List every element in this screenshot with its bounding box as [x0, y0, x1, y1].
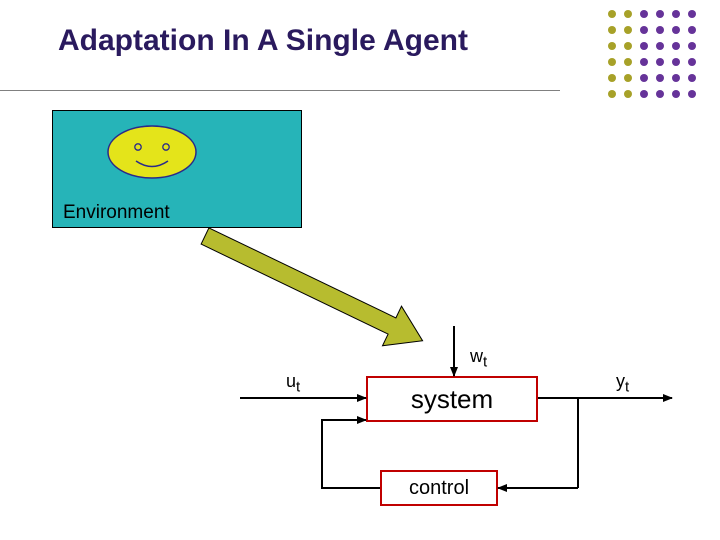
page-title: Adaptation In A Single Agent	[58, 24, 468, 58]
system-box: system	[366, 376, 538, 422]
control-label: control	[409, 477, 469, 500]
title-rule	[0, 90, 560, 91]
label-ut: ut	[286, 371, 300, 396]
system-label: system	[411, 384, 493, 415]
label-wt: wt	[470, 346, 487, 371]
diagram-svg	[0, 0, 720, 540]
control-box: control	[380, 470, 498, 506]
environment-label: Environment	[63, 202, 170, 224]
label-yt: yt	[616, 371, 629, 396]
